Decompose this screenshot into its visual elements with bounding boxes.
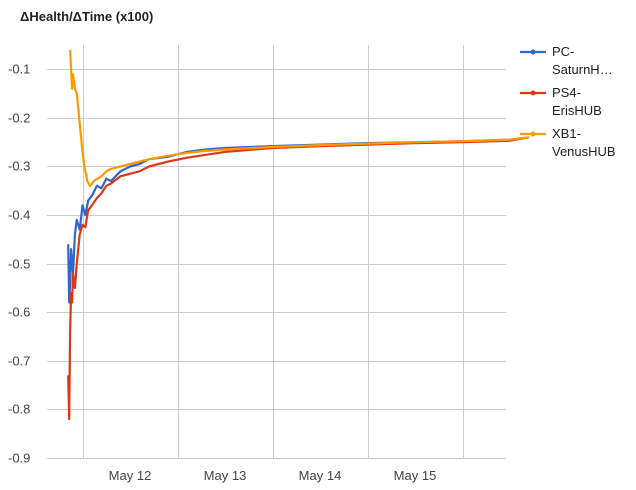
y-tick-label: -0.5 (8, 257, 30, 272)
y-tick-label: -0.8 (8, 402, 30, 417)
y-tick-label: -0.1 (8, 62, 30, 77)
legend-label: PC- (552, 44, 574, 59)
legend: PC- SaturnH… PS4- ErisHUB XB1- VenusHUB (520, 44, 616, 159)
series-line-2 (69, 49, 530, 187)
y-tick-label: -0.2 (8, 111, 30, 126)
y-tick-label: -0.6 (8, 305, 30, 320)
legend-marker (530, 131, 536, 137)
series-lines (67, 49, 530, 421)
legend-label: ErisHUB (552, 103, 602, 118)
legend-marker (530, 90, 536, 96)
y-tick-label: -0.4 (8, 208, 30, 223)
x-tick-label: May 14 (299, 468, 342, 483)
x-tick-label: May 13 (204, 468, 247, 483)
series-line-1 (67, 136, 530, 421)
legend-marker (530, 49, 536, 55)
legend-label: PS4- (552, 85, 581, 100)
x-tick-label: May 15 (394, 468, 437, 483)
y-tick-label: -0.9 (8, 451, 30, 466)
y-tick-label: -0.7 (8, 354, 30, 369)
axis-labels: -0.1 -0.2 -0.3 -0.4 -0.5 -0.6 -0.7 -0.8 -0.9 May … (8, 62, 436, 484)
legend-label: XB1- (552, 126, 581, 141)
legend-label: SaturnH… (552, 62, 613, 77)
x-tick-label: May 12 (109, 468, 152, 483)
chart-title: ΔHealth/ΔTime (x100) (20, 9, 154, 24)
legend-label: VenusHUB (552, 144, 616, 159)
gridlines (47, 45, 506, 459)
y-tick-label: -0.3 (8, 159, 30, 174)
